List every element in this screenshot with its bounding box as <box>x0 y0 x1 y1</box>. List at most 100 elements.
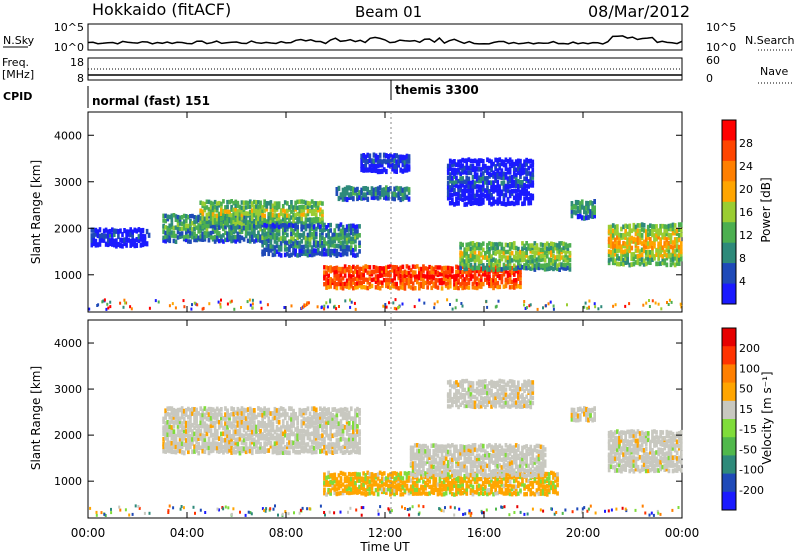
data-cell <box>407 158 411 164</box>
data-cell <box>191 231 194 236</box>
data-cell <box>316 441 320 446</box>
data-cell <box>529 254 533 260</box>
data-cell <box>174 214 178 219</box>
data-cell <box>323 282 326 287</box>
data-cell <box>300 433 304 439</box>
data-cell <box>271 212 275 218</box>
data-cell <box>533 492 537 497</box>
data-cell <box>554 258 557 263</box>
data-cell <box>242 411 246 417</box>
data-cell <box>304 417 308 422</box>
data-cell <box>164 415 167 420</box>
data-cell <box>215 412 219 418</box>
data-cell <box>490 444 493 449</box>
data-cell <box>211 223 215 229</box>
data-cell <box>385 476 388 481</box>
data-cell <box>405 486 409 491</box>
data-cell <box>498 463 502 468</box>
data-cell <box>172 213 176 218</box>
data-cell <box>481 447 485 453</box>
data-cell <box>490 192 493 198</box>
data-cell <box>634 254 638 259</box>
data-cell <box>170 406 174 411</box>
data-cell <box>255 220 258 225</box>
data-cell <box>178 444 182 450</box>
data-cell <box>273 444 277 450</box>
data-cell <box>403 282 407 287</box>
data-cell <box>257 209 260 214</box>
data-cell <box>205 423 209 429</box>
data-cell <box>269 248 273 253</box>
data-cell <box>529 196 533 201</box>
data-cell <box>372 187 376 193</box>
data-cell <box>347 281 351 286</box>
data-cell <box>405 471 409 477</box>
colorbar-swatch <box>722 160 736 182</box>
data-cell <box>271 427 275 433</box>
data-cell <box>578 201 582 207</box>
nsearch-tick-top: 10^5 <box>706 21 736 34</box>
data-cell <box>537 486 541 491</box>
data-cell <box>677 233 681 238</box>
data-cell <box>411 286 415 291</box>
data-cell <box>209 215 213 220</box>
data-cell <box>364 473 368 478</box>
data-cell <box>242 427 246 433</box>
data-cell <box>277 224 281 230</box>
data-cell <box>249 303 252 307</box>
data-cell <box>638 237 642 242</box>
data-cell <box>547 266 551 271</box>
data-cell <box>517 251 520 257</box>
data-cell <box>399 492 403 497</box>
data-cell <box>679 222 683 227</box>
data-cell <box>556 491 559 496</box>
data-cell <box>323 424 326 429</box>
data-cell <box>189 226 192 231</box>
data-cell <box>174 420 178 425</box>
data-cell <box>312 240 316 245</box>
data-cell <box>232 449 236 455</box>
data-cell <box>512 456 516 462</box>
data-cell <box>444 491 448 496</box>
data-cell <box>321 249 324 254</box>
data-cell <box>481 272 485 277</box>
data-cell <box>339 235 343 241</box>
data-cell <box>492 484 495 489</box>
data-cell <box>263 441 266 446</box>
data-cell <box>669 223 673 229</box>
data-cell <box>395 168 398 174</box>
data-cell <box>174 225 178 230</box>
data-cell <box>432 480 436 485</box>
data-cell <box>308 411 312 417</box>
data-cell <box>457 167 460 173</box>
data-cell <box>358 450 361 455</box>
data-cell <box>253 233 256 238</box>
data-cell <box>182 425 186 430</box>
nsky-panel: N.Sky 10^5 10^0 10^5 10^0 N.Search <box>3 21 795 54</box>
data-cell <box>269 432 273 438</box>
data-cell <box>356 276 359 282</box>
data-cell <box>558 262 561 267</box>
data-cell <box>385 479 388 485</box>
data-cell <box>389 492 392 497</box>
data-cell <box>459 178 462 184</box>
data-cell <box>197 445 200 450</box>
y-tick-label: 2000 <box>54 222 82 235</box>
data-cell <box>345 479 349 484</box>
data-cell <box>238 224 242 229</box>
data-cell <box>271 411 275 416</box>
data-cell <box>261 448 264 454</box>
data-cell <box>166 216 170 222</box>
data-cell <box>255 429 258 434</box>
data-cell <box>387 277 390 283</box>
data-cell <box>109 300 112 304</box>
data-cell <box>607 236 611 242</box>
data-cell <box>636 240 640 246</box>
data-cell <box>465 483 469 489</box>
data-cell <box>329 280 332 285</box>
data-cell <box>92 237 96 243</box>
data-cell <box>536 307 539 311</box>
data-cell <box>92 232 96 238</box>
data-cell <box>338 305 340 308</box>
data-cell <box>366 476 370 481</box>
